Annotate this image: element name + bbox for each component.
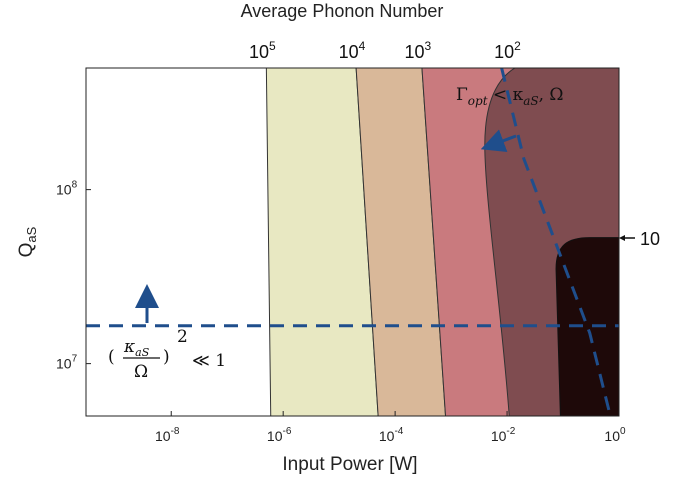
gamma-direction-arrow — [480, 129, 517, 153]
contour-label-10-text: 10 — [640, 229, 660, 249]
x-tick-label: 100 — [604, 426, 626, 444]
contour-band-10 — [555, 237, 619, 416]
svg-text:κaS: κaS — [123, 337, 150, 359]
plot-frame — [85, 67, 620, 417]
x-tick-label: 10-2 — [491, 426, 516, 444]
svg-text:2: 2 — [177, 327, 188, 347]
phonon-contour-label: 102 — [494, 39, 521, 62]
gamma-opt-annotation: Γopt < κaS, Ω — [456, 85, 564, 108]
y-axis-label: QaS — [16, 226, 39, 257]
contour-band-1e4 — [355, 68, 447, 416]
y-axis-ticks: 107 108 — [56, 180, 91, 372]
svg-text:≪ 1: ≪ 1 — [192, 351, 226, 371]
gamma-opt-boundary-line — [500, 68, 612, 416]
top-phonon-ticks: 105 104 103 102 — [249, 39, 521, 62]
phonon-contour-label: 103 — [404, 39, 431, 62]
chart-title: Average Phonon Number — [241, 1, 444, 21]
y-tick-label: 108 — [56, 180, 78, 198]
phonon-contour-label: 104 — [339, 39, 366, 62]
kappa-ratio-annotation: ( κaS Ω ) 2 ≪ 1 — [108, 327, 226, 382]
y-tick-label: 107 — [56, 354, 78, 372]
svg-text:Ω: Ω — [134, 362, 148, 382]
x-tick-label: 10-8 — [155, 426, 180, 444]
x-axis-ticks: 10-8 10-6 10-4 10-2 100 — [155, 411, 626, 444]
contour-band-1e5 — [265, 68, 379, 416]
x-axis-label: Input Power [W] — [282, 454, 417, 475]
svg-text:(: ( — [108, 347, 115, 367]
svg-text:): ) — [163, 347, 170, 367]
plot-area — [86, 68, 619, 416]
phonon-contour-label: 105 — [249, 39, 276, 62]
x-tick-label: 10-6 — [267, 426, 292, 444]
contour-label-10: 10 — [619, 229, 660, 249]
x-tick-label: 10-4 — [379, 426, 404, 444]
